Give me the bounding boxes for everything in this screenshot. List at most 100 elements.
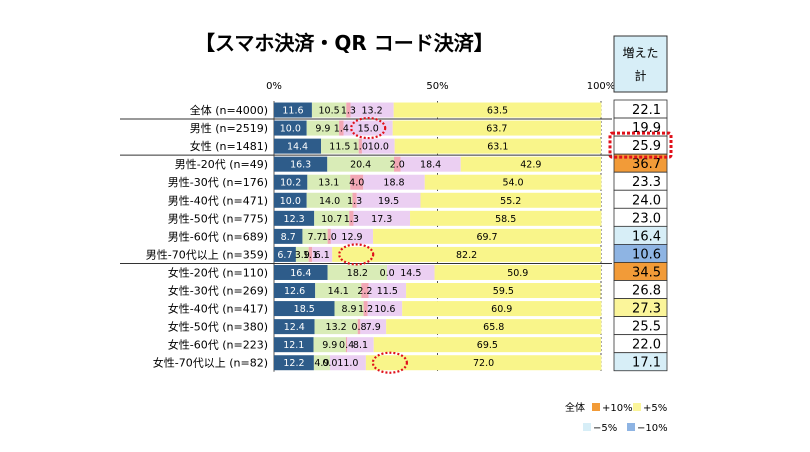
bar-segment (274, 264, 328, 280)
data-label: 18.4 (420, 160, 441, 171)
side-value: 27.3 (632, 302, 661, 317)
data-label: 18.2 (347, 268, 368, 279)
bar-segment (308, 246, 313, 262)
bar-segment (329, 355, 366, 371)
data-label: 17.3 (371, 214, 392, 225)
category-label: 女性-30代 (n=269) (168, 284, 268, 298)
data-label: 69.7 (476, 232, 497, 243)
bar-segment (274, 283, 316, 299)
data-label: 10.6 (374, 304, 395, 315)
data-label: 14.5 (400, 268, 421, 279)
side-value: 25.9 (632, 139, 661, 154)
bar-segment (343, 120, 393, 136)
bar-segment (406, 283, 601, 299)
data-label: 50.9 (507, 268, 528, 279)
bar-segment (274, 228, 303, 244)
highlight-box (608, 131, 673, 159)
category-labels: 全体 (n=4000) 男性 (n=2519) 女性 (n=1481) 男性-20代 … (146, 103, 268, 370)
bar-segment (274, 210, 315, 226)
data-label: 60.9 (491, 304, 512, 315)
data-label: 63.5 (487, 106, 508, 117)
data-label: 42.9 (520, 160, 541, 171)
bar-segment (330, 228, 374, 244)
data-label: 12.2 (283, 358, 304, 369)
side-value: 22.0 (632, 338, 661, 353)
legend-label: −10% (637, 423, 668, 434)
data-label: 14.4 (287, 142, 308, 153)
side-value: 23.0 (632, 211, 661, 226)
data-label: 8.9 (341, 304, 356, 315)
bar-segment (353, 210, 411, 226)
data-label: 82.2 (456, 250, 477, 261)
value-labels: 11.6 10.5 1.3 13.2 63.510.0 9.9 1.4 15.0 63.714.… (277, 106, 541, 374)
highlight-circle (371, 351, 408, 374)
bar-segment (400, 156, 461, 172)
data-label: 65.8 (483, 322, 504, 333)
data-label: 1.2 (358, 304, 373, 315)
bar-segment (347, 337, 374, 353)
legend: 全体 +10% +5% −5% −10% (565, 401, 668, 434)
bar-segment (420, 192, 601, 208)
bar-segment (361, 138, 395, 154)
data-label: 4.0 (349, 178, 364, 189)
side-header-cell (613, 35, 668, 93)
data-label: 58.5 (495, 214, 516, 225)
bar-segment (357, 319, 361, 335)
bar-segment (311, 102, 347, 118)
data-label: 1.0 (322, 232, 337, 243)
bar-segment (373, 337, 601, 353)
bar-segment (274, 138, 322, 154)
data-label: 69.5 (477, 340, 498, 351)
category-label: 女性-70代以上 (n=82) (153, 356, 268, 370)
category-label: 男性-40代 (n=471) (168, 193, 268, 207)
highlight-circle (350, 116, 387, 140)
side-value: 36.7 (632, 157, 661, 172)
bar-segment (358, 138, 362, 154)
data-label: 9.9 (322, 340, 337, 351)
category-label: 女性-40代 (n=417) (168, 302, 268, 316)
data-label: 13.2 (326, 322, 347, 333)
side-value: 24.0 (632, 193, 661, 208)
data-label: 1.3 (347, 196, 362, 207)
data-label: 13.2 (362, 106, 383, 117)
data-label: 1.3 (344, 214, 359, 225)
data-label: 18.5 (294, 304, 315, 315)
data-label: 8.1 (353, 340, 368, 351)
data-label: 10.0 (280, 196, 301, 207)
bar-segment (274, 174, 308, 190)
bar-segment (386, 319, 602, 335)
data-label: 72.0 (473, 358, 494, 369)
bar-layer (274, 102, 602, 371)
bar-segment (306, 120, 340, 136)
side-value: 26.8 (632, 284, 661, 299)
data-label: 1.3 (341, 106, 356, 117)
bar-segment (434, 264, 601, 280)
bar-segment (392, 120, 601, 136)
highlight-circle (338, 243, 375, 266)
data-label: 10.0 (368, 142, 389, 153)
x-tick-label: 50% (426, 81, 448, 92)
bar-segment (274, 319, 315, 335)
bar-segment (363, 174, 425, 190)
legend-swatch (583, 423, 591, 431)
bar-segment (274, 120, 307, 136)
data-label: 1.1 (303, 250, 318, 261)
category-label: 女性 (n=1481) (190, 139, 268, 153)
bar-segment (349, 210, 354, 226)
bar-segment (368, 283, 407, 299)
category-label: 男性-60代 (n=689) (168, 229, 268, 243)
bar-segment (327, 228, 331, 244)
data-label: 59.5 (493, 286, 514, 297)
side-value: 16.4 (632, 229, 661, 244)
bar-segment (315, 283, 362, 299)
category-label: 女性-60代 (n=223) (168, 338, 268, 352)
data-label: 18.8 (383, 178, 404, 189)
category-label: 男性 (n=2519) (190, 121, 268, 135)
bar-segment (361, 283, 369, 299)
data-label: 2.0 (390, 160, 405, 171)
legend-label: −5% (593, 423, 617, 434)
bar-segment (402, 301, 602, 317)
data-label: 10.2 (280, 178, 301, 189)
data-label: 12.3 (284, 214, 305, 225)
